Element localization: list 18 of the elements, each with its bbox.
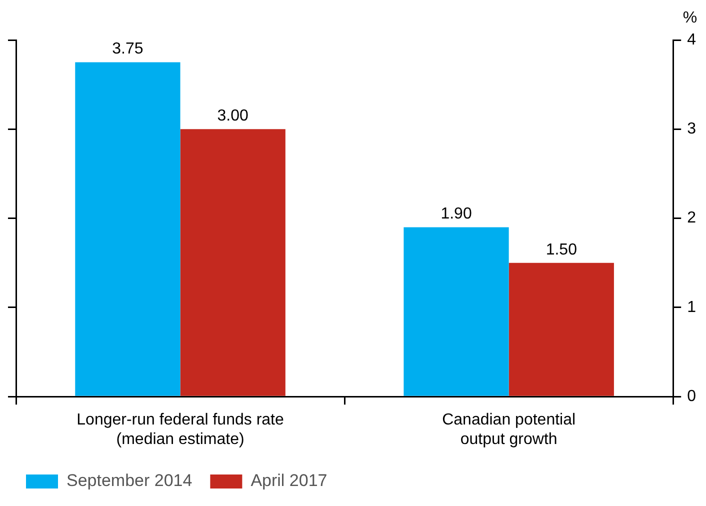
y-tick-label: 4: [687, 31, 696, 48]
data-label: 3.00: [217, 108, 249, 125]
bar: [508, 262, 614, 396]
data-label: 1.50: [546, 241, 578, 258]
y-tick-label: 1: [687, 298, 696, 316]
y-tick-label: 0: [687, 388, 696, 406]
y-tick-label: 2: [687, 210, 696, 227]
y-tick-label: 3: [687, 120, 696, 138]
x-tick-label: Canadian potential output growth: [442, 412, 576, 448]
data-label: 3.75: [112, 40, 144, 58]
legend-label: April 2017: [250, 471, 328, 490]
legend-label: September 2014: [66, 471, 192, 490]
y-axis-title: %: [682, 9, 698, 26]
bar: [75, 62, 180, 396]
x-tick-label: Longer-run federal funds rate (median estimate): [76, 412, 284, 448]
bar: [404, 227, 509, 396]
data-label: 1.90: [440, 206, 472, 223]
bar: [180, 129, 286, 396]
